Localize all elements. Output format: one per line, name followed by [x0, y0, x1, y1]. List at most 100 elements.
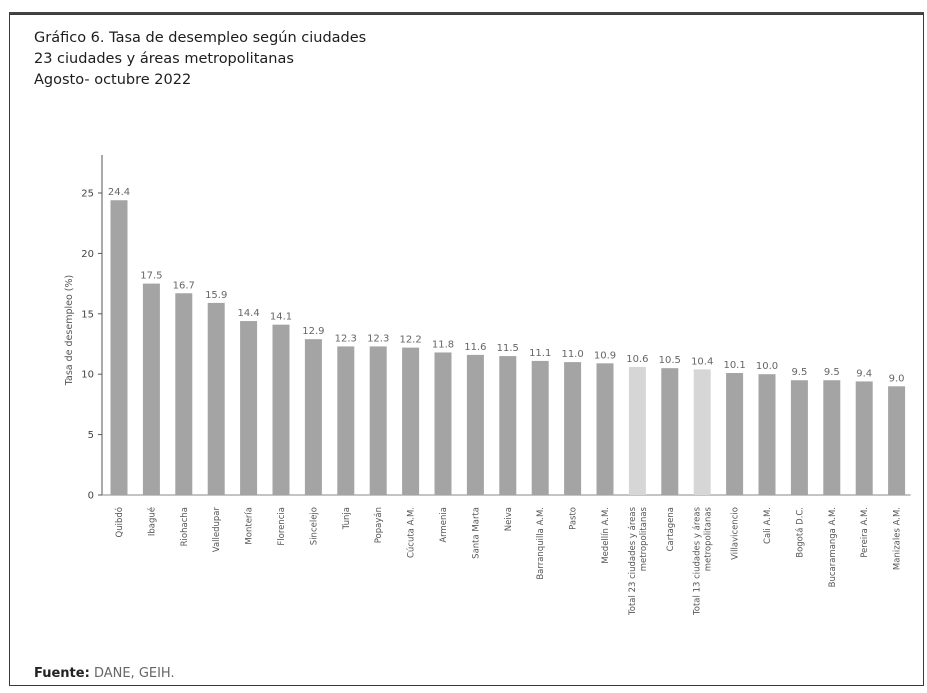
- bar: [693, 369, 711, 495]
- y-tick-label: 5: [88, 430, 94, 441]
- category-label: Montería: [245, 507, 255, 545]
- source-label: Fuente:: [34, 666, 90, 681]
- data-label: 9.5: [791, 367, 807, 378]
- data-label: 11.0: [561, 349, 583, 360]
- category-label: Pereira A.M.: [860, 507, 870, 558]
- category-label: Quibdó: [114, 507, 125, 537]
- bar: [369, 346, 387, 495]
- category-label-line: metropolitanas: [639, 506, 649, 571]
- category-label: Neiva: [504, 507, 514, 531]
- bar: [564, 362, 582, 495]
- bar: [888, 386, 906, 495]
- data-label: 24.4: [108, 187, 130, 198]
- category-label-line: Montería: [245, 507, 255, 545]
- bar: [434, 352, 452, 495]
- category-label: Riohacha: [180, 507, 190, 546]
- bar: [726, 372, 744, 495]
- bar: [272, 324, 290, 495]
- category-label: Bogotá D.C.: [795, 507, 805, 558]
- category-label-line: Santa Marta: [471, 507, 481, 559]
- category-label-line: Riohacha: [180, 507, 190, 546]
- data-label: 9.4: [856, 368, 872, 379]
- bar: [628, 366, 646, 495]
- bar: [304, 339, 322, 495]
- category-label-line: Sincelejo: [309, 507, 319, 545]
- data-label: 12.3: [367, 333, 389, 344]
- data-label: 11.6: [464, 342, 486, 353]
- y-tick-label: 25: [81, 189, 94, 200]
- category-label: Villavicencio: [731, 507, 741, 560]
- frame-top-rule: [9, 12, 924, 15]
- category-label: Cúcuta A.M.: [407, 507, 417, 558]
- y-tick-label: 20: [81, 249, 94, 260]
- category-label-line: Total 23 ciudades y áreas: [628, 506, 638, 616]
- category-label-line: Armenia: [439, 507, 449, 543]
- category-label-line: Florencia: [277, 507, 287, 546]
- bar: [823, 380, 841, 495]
- chart-period: Agosto- octubre 2022: [34, 72, 192, 88]
- chart-axes: 0 5 10 15 20 25: [81, 155, 911, 502]
- category-label: Manizales A.M.: [893, 507, 903, 570]
- bar: [402, 347, 420, 495]
- bar: [240, 321, 258, 495]
- data-label: 11.1: [529, 348, 551, 359]
- y-axis-label: Tasa de desempleo (%): [64, 275, 75, 386]
- data-label: 14.1: [270, 312, 292, 323]
- bar: [337, 346, 355, 495]
- bar: [142, 283, 160, 495]
- data-label: 11.8: [432, 339, 454, 350]
- category-label: Sincelejo: [309, 507, 319, 545]
- data-label: 10.1: [723, 360, 745, 371]
- category-label: Pasto: [569, 507, 579, 530]
- data-label: 15.9: [205, 290, 227, 301]
- category-label-line: Cúcuta A.M.: [407, 507, 417, 558]
- bar: [661, 368, 679, 495]
- data-label: 10.4: [691, 356, 713, 367]
- category-label-line: Valledupar: [212, 507, 222, 553]
- source-note: Fuente: DANE, GEIH.: [34, 666, 175, 681]
- category-label-line: Total 13 ciudades y áreas: [693, 506, 703, 616]
- category-label: Florencia: [277, 507, 287, 546]
- category-label-line: Popayán: [374, 507, 384, 543]
- data-label: 12.2: [399, 335, 421, 346]
- category-label-line: Bogotá D.C.: [795, 507, 805, 558]
- bar: [758, 374, 776, 495]
- category-label-line: Cali A.M.: [763, 507, 773, 544]
- data-label: 12.3: [335, 333, 357, 344]
- category-label: Armenia: [439, 507, 449, 543]
- category-label: Valledupar: [212, 507, 222, 553]
- category-label-line: Manizales A.M.: [893, 507, 903, 570]
- data-label: 17.5: [140, 271, 162, 282]
- category-label-line: Villavicencio: [731, 507, 741, 560]
- data-label: 10.0: [756, 361, 778, 372]
- data-label: 10.5: [659, 355, 681, 366]
- bar: [466, 354, 484, 495]
- data-label: 16.7: [173, 280, 195, 291]
- category-label: Medellín A.M.: [601, 507, 611, 564]
- bar: [499, 356, 517, 495]
- category-label-line: Bucaramanga A.M.: [828, 507, 838, 587]
- category-label: Cartagena: [666, 507, 676, 551]
- category-label: Total 23 ciudades y áreas metropolitanas: [628, 506, 649, 616]
- data-label: 9.5: [824, 367, 840, 378]
- category-label-line: Tunja: [342, 507, 352, 530]
- category-label: Popayán: [374, 507, 384, 543]
- chart-bars: [110, 200, 906, 496]
- category-label-line: Medellín A.M.: [601, 507, 611, 564]
- bar: [531, 360, 549, 495]
- category-label: Tunja: [342, 507, 352, 530]
- category-labels: Quibdó Ibagué Riohacha Valledupar Montería Fl…: [114, 506, 903, 616]
- category-label: Ibagué: [146, 507, 157, 536]
- y-tick-label: 0: [88, 491, 94, 502]
- bar: [207, 302, 225, 495]
- source-value: DANE, GEIH.: [93, 666, 175, 681]
- category-label-line: Cartagena: [666, 507, 676, 551]
- category-label: Bucaramanga A.M.: [828, 507, 838, 587]
- category-label: Total 13 ciudades y áreas metropolitanas: [693, 506, 714, 616]
- figure-frame: [9, 14, 924, 686]
- data-label: 10.9: [594, 350, 616, 361]
- bar: [110, 200, 128, 496]
- category-label-line: metropolitanas: [704, 506, 714, 571]
- bar: [790, 380, 808, 495]
